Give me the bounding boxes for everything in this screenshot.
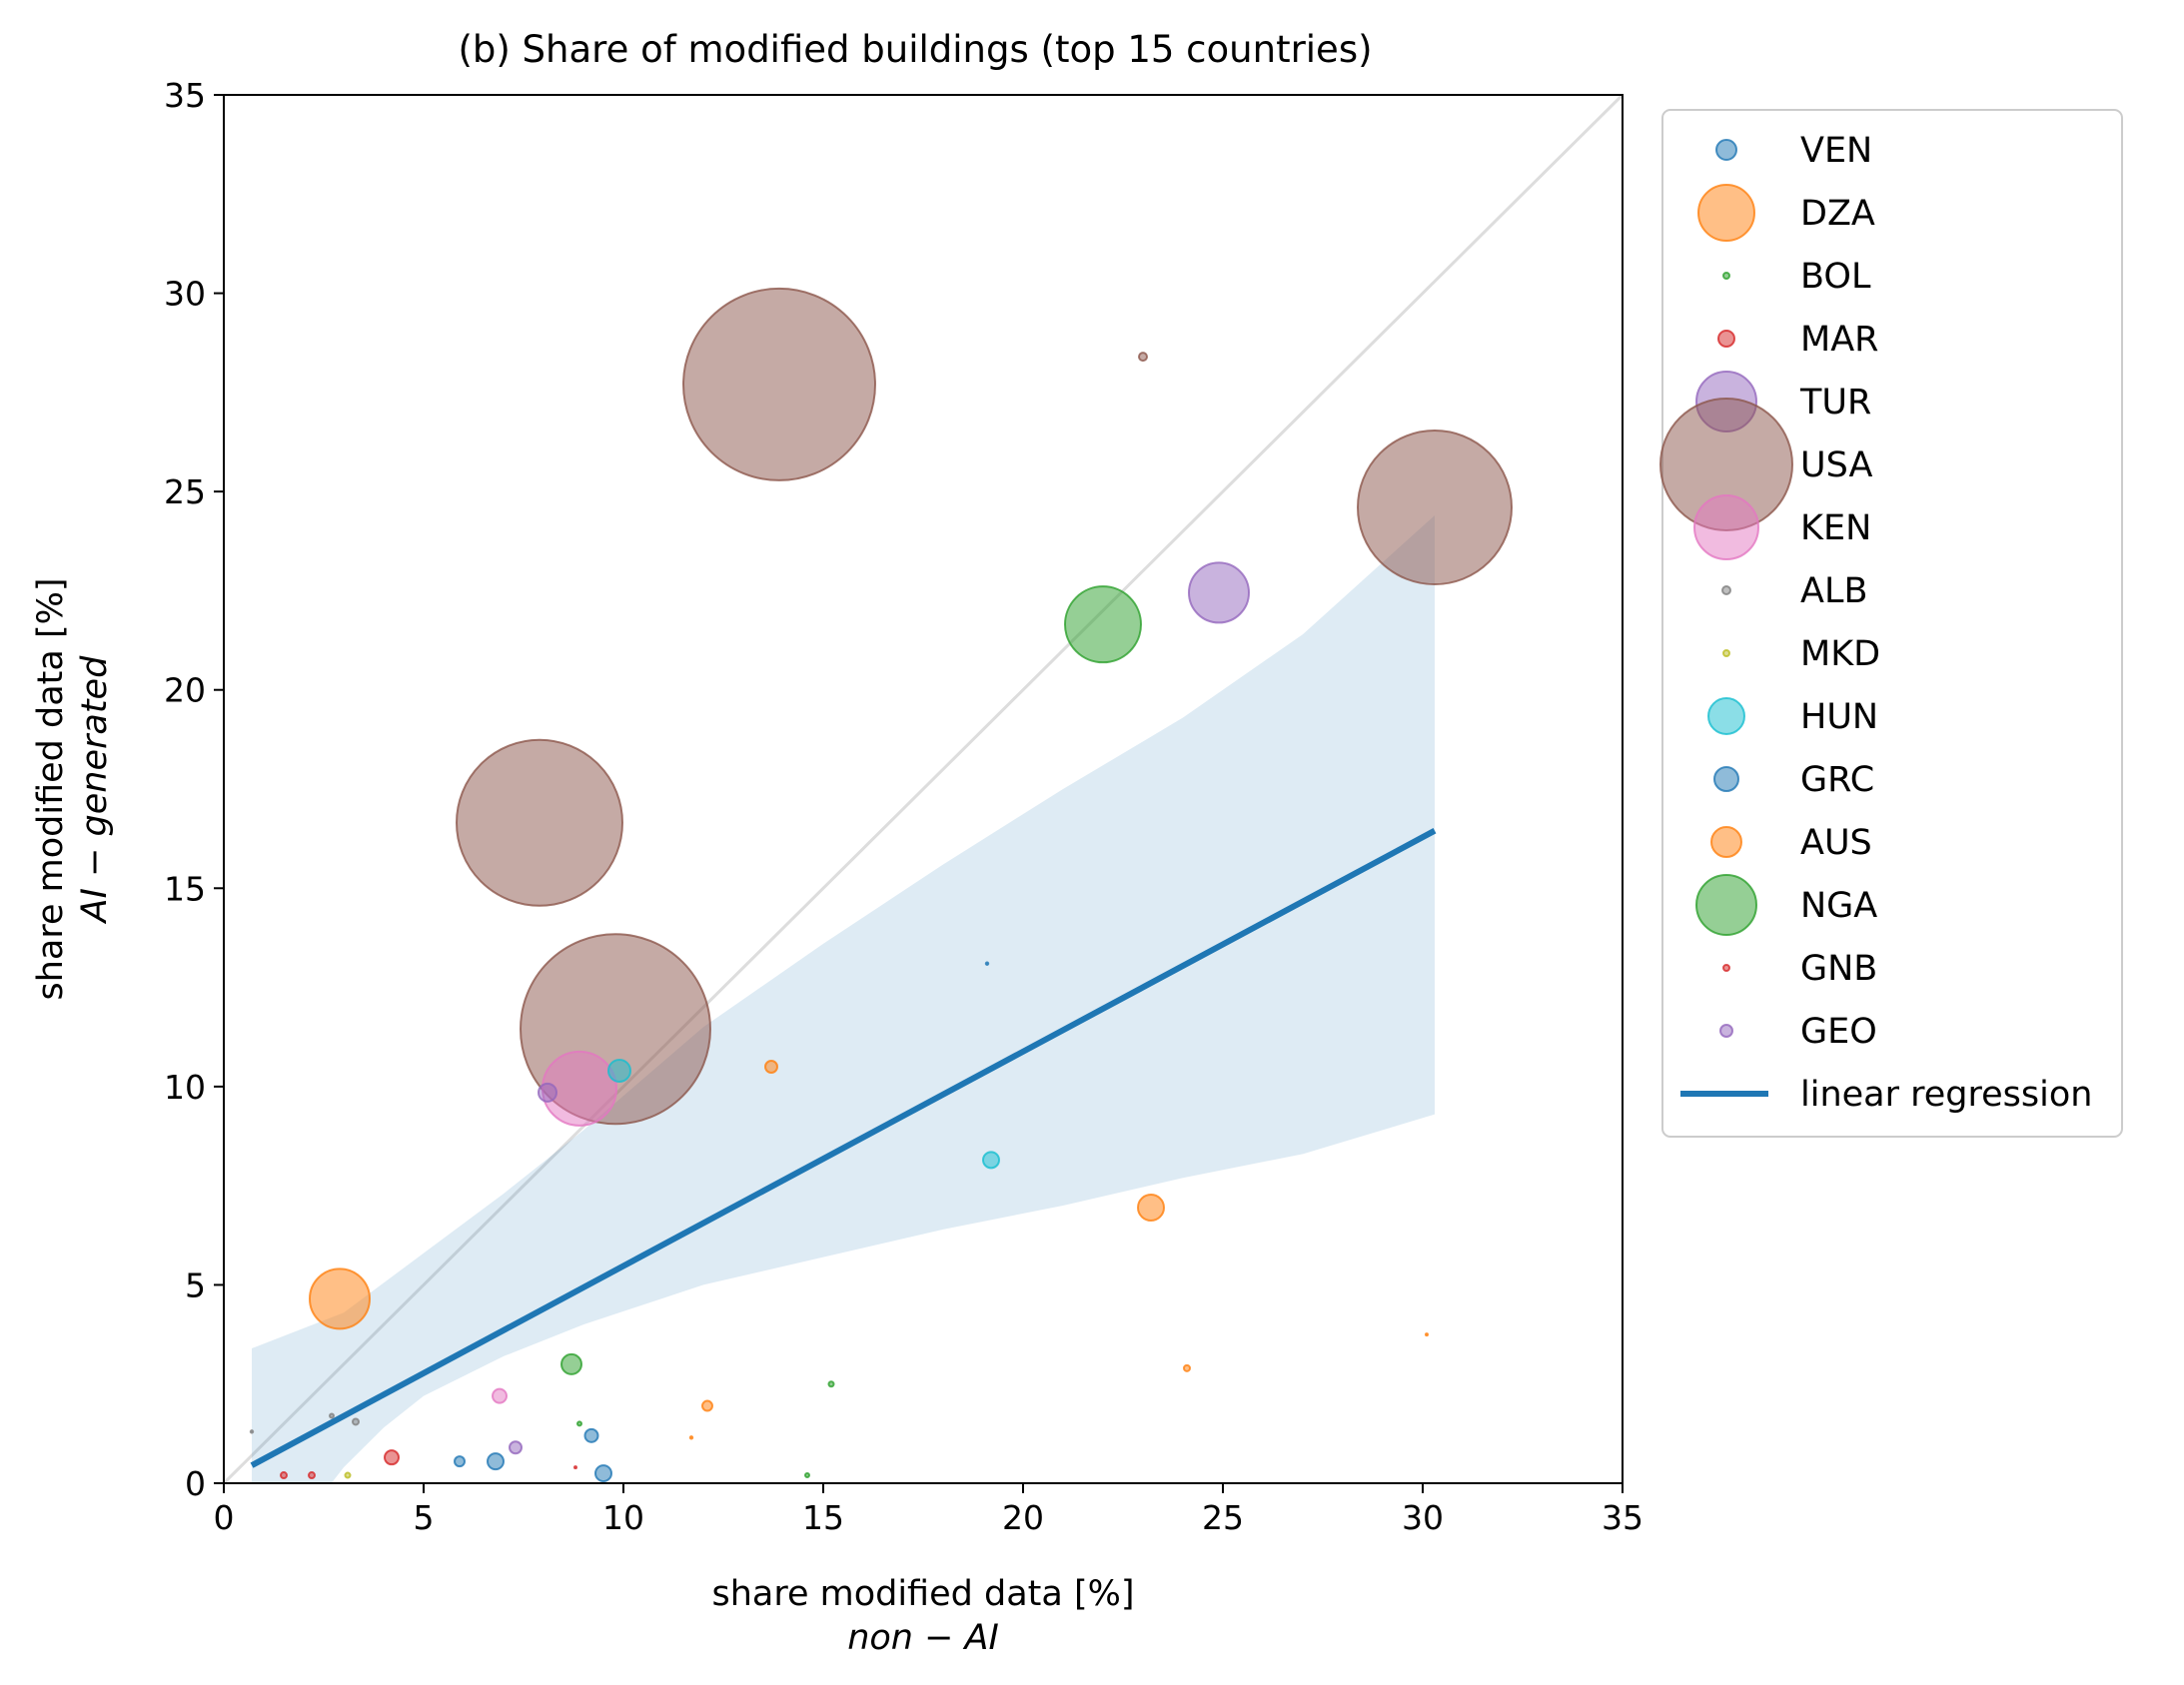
point-bol-1: [827, 1380, 835, 1388]
y-axis-sublabel: AI − generated: [75, 655, 115, 924]
point-usa-2: [1357, 429, 1513, 586]
point-nga-2: [560, 1352, 582, 1375]
identity-line: [224, 95, 1623, 1483]
point-aus-1: [701, 1399, 713, 1412]
y-tick-label: 5: [185, 1265, 206, 1304]
point-ven-4: [594, 1464, 612, 1483]
legend-marker-ven: [1715, 139, 1737, 161]
point-grc-1: [984, 961, 990, 966]
x-tick-label: 0: [214, 1498, 235, 1537]
legend-marker-mar: [1717, 330, 1735, 348]
legend-marker-grc: [1713, 766, 1739, 792]
point-tur-1: [1188, 561, 1250, 624]
x-axis-sublabel: non − AI: [847, 1618, 999, 1658]
legend-label-tur: TUR: [1799, 383, 1871, 422]
legend-marker-mkd: [1722, 649, 1730, 657]
y-tick-label: 35: [164, 76, 206, 115]
regression-line: [250, 828, 1437, 1468]
legend-label-alb: ALB: [1800, 571, 1867, 611]
y-tick-label: 25: [164, 472, 206, 511]
legend-label-dza: DZA: [1800, 194, 1875, 234]
x-tick-label: 35: [1602, 1498, 1643, 1537]
legend-marker-ken: [1693, 494, 1759, 560]
legend-label-bol: BOL: [1800, 257, 1871, 297]
point-ven-1: [454, 1455, 466, 1468]
x-tick-label: 10: [602, 1498, 644, 1537]
x-axis: 0 5 10 15 20 25 30 35: [214, 1483, 1643, 1537]
legend-label-grc: GRC: [1800, 760, 1874, 800]
legend-marker-dza: [1697, 184, 1755, 242]
y-axis-label: share modified data [%]: [31, 577, 71, 1000]
legend-label-gnb: GNB: [1800, 949, 1877, 989]
legend-label-geo: GEO: [1800, 1012, 1877, 1052]
plot-frame: [223, 94, 1624, 1484]
legend-label-mar: MAR: [1800, 320, 1878, 360]
point-geo-1: [509, 1440, 523, 1455]
point-ven-3: [583, 1427, 599, 1443]
point-geo-2: [538, 1082, 557, 1103]
legend-label-mkd: MKD: [1800, 634, 1880, 674]
point-usa-1: [682, 287, 876, 481]
point-mar-2: [280, 1471, 288, 1480]
point-alb-2: [329, 1412, 335, 1419]
point-bol-3: [576, 1420, 582, 1427]
legend-marker-bol: [1722, 272, 1730, 280]
y-axis: 0 5 10 15 20 25 30 35: [164, 76, 224, 1503]
y-tick-label: 15: [164, 869, 206, 908]
legend-marker-alb: [1721, 585, 1731, 595]
legend-marker-gnb: [1722, 964, 1730, 972]
x-tick-label: 25: [1202, 1498, 1244, 1537]
legend-label-usa: USA: [1800, 445, 1872, 485]
legend-marker-aus: [1710, 826, 1742, 858]
legend-label-aus: AUS: [1800, 823, 1872, 863]
point-usa-3: [456, 738, 623, 907]
x-axis-label: share modified data [%]: [711, 1574, 1134, 1614]
point-hun-2: [982, 1151, 1000, 1170]
chart-title: (b) Share of modified buildings (top 15 …: [458, 28, 1372, 71]
point-mar-1: [384, 1449, 400, 1466]
legend: VEN DZA BOL MAR TUR USA KEN ALB MKD HUN GRC AUS NGA G…: [1659, 109, 2123, 1138]
point-bol-2: [804, 1472, 810, 1479]
x-tick-label: 15: [802, 1498, 844, 1537]
x-tick-label: 5: [414, 1498, 435, 1537]
point-gnb-1: [573, 1465, 577, 1470]
regression-confidence-band: [252, 514, 1435, 1483]
point-dza-2: [1137, 1193, 1165, 1222]
plot-area: 0 5 10 15 20 25 30 35 0 5 10 15 20 25 30 35: [164, 76, 1643, 1537]
legend-marker-geo: [1719, 1024, 1733, 1038]
legend-frame: [1661, 109, 2123, 1138]
point-hun-1: [607, 1058, 631, 1083]
point-usa-5: [1138, 352, 1148, 363]
x-tick-label: 30: [1402, 1498, 1444, 1537]
legend-label-ken: KEN: [1800, 508, 1871, 548]
y-tick-label: 10: [164, 1068, 206, 1107]
legend-marker-nga: [1695, 874, 1757, 936]
point-mar-3: [308, 1471, 316, 1480]
point-dza-1: [309, 1267, 371, 1330]
point-aus-4: [1425, 1332, 1429, 1337]
legend-label-ven: VEN: [1800, 131, 1872, 171]
point-nga-1: [1064, 585, 1142, 664]
point-dza-3: [764, 1060, 778, 1074]
point-aus-3: [688, 1435, 694, 1440]
point-ken-2: [492, 1387, 508, 1404]
point-alb-3: [249, 1429, 255, 1434]
legend-label-nga: NGA: [1800, 886, 1877, 926]
point-aus-2: [1183, 1363, 1191, 1372]
legend-marker-hun: [1707, 697, 1745, 735]
point-mkd-1: [344, 1471, 352, 1479]
point-alb-1: [352, 1417, 360, 1426]
point-ven-2: [487, 1452, 505, 1471]
y-tick-label: 0: [185, 1464, 206, 1503]
x-tick-label: 20: [1002, 1498, 1044, 1537]
y-tick-label: 20: [164, 671, 206, 710]
y-tick-label: 30: [164, 275, 206, 314]
legend-label-hun: HUN: [1800, 697, 1878, 737]
legend-label-regression: linear regression: [1800, 1075, 2092, 1115]
